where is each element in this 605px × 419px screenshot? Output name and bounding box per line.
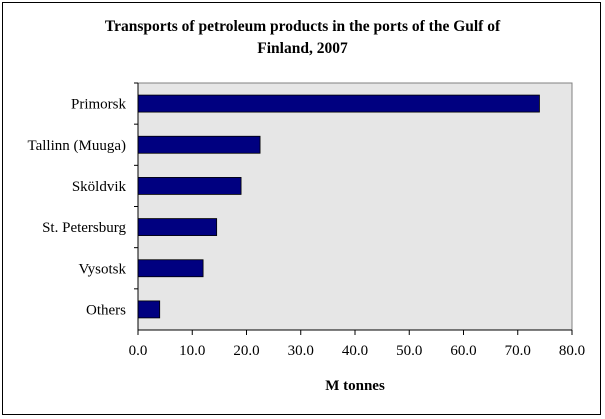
- x-axis-title: M tonnes: [325, 378, 385, 394]
- x-tick-label: 0.0: [129, 343, 148, 359]
- chart-title-line-2: Finland, 2007: [257, 40, 348, 57]
- bar-sk-ldvik: [137, 177, 242, 195]
- x-tick-label: 70.0: [505, 343, 531, 359]
- category-label: Primorsk: [71, 97, 127, 113]
- bar-tallinn-muuga: [137, 135, 261, 154]
- bar-st-petersburg: [137, 218, 218, 236]
- x-tick-label: 80.0: [559, 343, 585, 359]
- category-label: Tallinn (Muuga): [27, 138, 126, 154]
- x-tick-label: 60.0: [450, 343, 476, 359]
- bar-others: [137, 300, 161, 319]
- chart-title-line-1: Transports of petroleum products in the …: [104, 18, 501, 35]
- x-tick-label: 20.0: [233, 343, 259, 359]
- x-tick-label: 50.0: [396, 343, 422, 359]
- category-label: Others: [86, 302, 126, 318]
- x-tick-label: 30.0: [288, 343, 314, 359]
- x-tick-label: 10.0: [179, 343, 205, 359]
- x-tick-label: 40.0: [342, 343, 368, 359]
- bar-vysotsk: [137, 259, 204, 278]
- category-label: Sköldvik: [72, 179, 127, 195]
- category-label: Vysotsk: [78, 261, 126, 277]
- category-label: St. Petersburg: [42, 220, 126, 236]
- bar-primorsk: [137, 94, 540, 113]
- plot-area: [137, 82, 573, 331]
